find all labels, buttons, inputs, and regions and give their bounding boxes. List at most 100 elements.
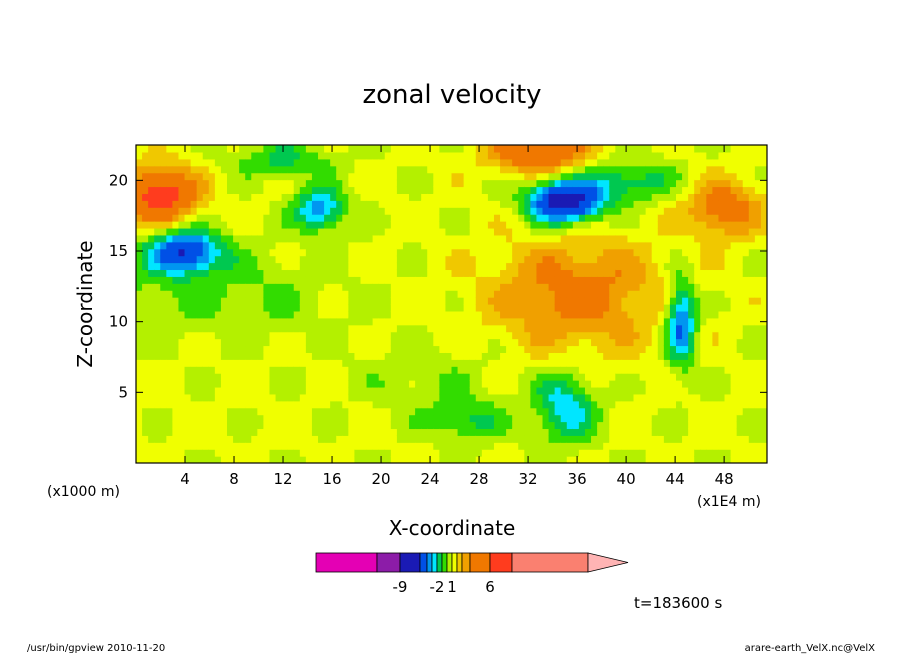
field-cell <box>475 262 483 271</box>
field-cell <box>202 255 210 264</box>
field-cell <box>657 331 665 340</box>
field-cell <box>675 373 683 381</box>
field-cell <box>748 290 756 298</box>
field-cell <box>390 145 398 153</box>
field-cell <box>724 179 732 188</box>
field-cell <box>293 456 301 463</box>
field-cell <box>287 324 295 333</box>
field-cell <box>615 345 622 353</box>
field-cell <box>475 345 483 353</box>
field-cell <box>263 214 271 222</box>
field-cell <box>451 331 459 340</box>
field-cell <box>433 200 440 208</box>
field-cell <box>748 145 756 153</box>
field-cell <box>463 331 471 340</box>
field-cell <box>293 359 301 367</box>
field-cell <box>348 241 356 250</box>
field-cell <box>354 407 362 416</box>
field-cell <box>451 352 459 360</box>
field-cell <box>233 393 240 402</box>
field-cell <box>202 151 210 160</box>
field-cell <box>724 449 732 457</box>
field-cell <box>451 400 459 409</box>
field-cell <box>372 400 380 409</box>
field-cell <box>712 207 720 215</box>
field-cell <box>694 186 701 194</box>
field-cell <box>433 290 440 298</box>
field-cell <box>299 248 307 257</box>
field-cell <box>251 221 258 229</box>
field-cell <box>196 283 204 291</box>
field-cell <box>542 366 550 374</box>
field-cell <box>584 435 592 443</box>
field-cell <box>318 158 325 167</box>
field-cell <box>421 317 428 326</box>
field-cell <box>433 297 440 305</box>
field-cell <box>409 407 416 416</box>
field-cell <box>281 151 289 160</box>
field-cell <box>724 172 732 181</box>
field-cell <box>475 221 483 229</box>
field-cell <box>530 359 538 367</box>
field-cell <box>390 442 398 450</box>
field-cell <box>736 214 744 222</box>
field-cell <box>263 158 271 167</box>
field-cell <box>299 435 307 443</box>
field-cell <box>506 193 513 201</box>
field-cell <box>324 145 331 153</box>
field-cell <box>287 414 295 423</box>
field-cell <box>475 359 483 367</box>
field-cell <box>287 262 295 271</box>
field-cell <box>330 380 337 388</box>
field-cell <box>663 158 671 167</box>
field-cell <box>542 310 550 319</box>
field-cell <box>384 359 392 367</box>
field-cell <box>615 352 622 360</box>
field-cell <box>651 186 659 194</box>
field-cell <box>281 221 289 229</box>
field-cell <box>506 234 513 243</box>
field-cell <box>366 200 374 208</box>
field-cell <box>688 262 695 271</box>
field-cell <box>706 179 713 188</box>
field-cell <box>439 359 447 367</box>
field-cell <box>154 400 161 409</box>
field-cell <box>178 373 186 381</box>
field-cell <box>645 421 653 430</box>
field-cell <box>512 386 519 395</box>
field-cell <box>281 359 289 367</box>
field-cell <box>742 297 750 305</box>
field-cell <box>251 158 258 167</box>
field-cell <box>500 193 507 201</box>
field-cell <box>682 317 689 326</box>
field-cell <box>366 165 374 174</box>
field-cell <box>227 283 234 291</box>
field-cell <box>184 276 192 284</box>
field-cell <box>318 456 325 463</box>
field-cell <box>166 338 174 347</box>
field-cell <box>506 352 513 360</box>
field-cell <box>172 407 180 416</box>
field-cell <box>584 373 592 381</box>
field-cell <box>427 428 434 436</box>
field-cell <box>160 145 167 153</box>
field-cell <box>257 290 265 298</box>
field-cell <box>305 380 313 388</box>
field-cell <box>208 179 216 188</box>
field-cell <box>688 352 695 360</box>
field-cell <box>645 221 653 229</box>
field-cell <box>754 359 762 367</box>
field-cell <box>433 158 440 167</box>
field-cell <box>311 145 319 153</box>
field-cell <box>451 449 459 457</box>
field-cell <box>354 393 362 402</box>
field-cell <box>293 193 301 201</box>
field-cell <box>233 456 240 463</box>
field-cell <box>724 373 732 381</box>
field-cell <box>736 428 744 436</box>
field-cell <box>148 145 155 153</box>
field-cell <box>257 380 265 388</box>
field-cell <box>390 310 398 319</box>
field-cell <box>233 145 240 153</box>
field-cell <box>566 234 574 243</box>
